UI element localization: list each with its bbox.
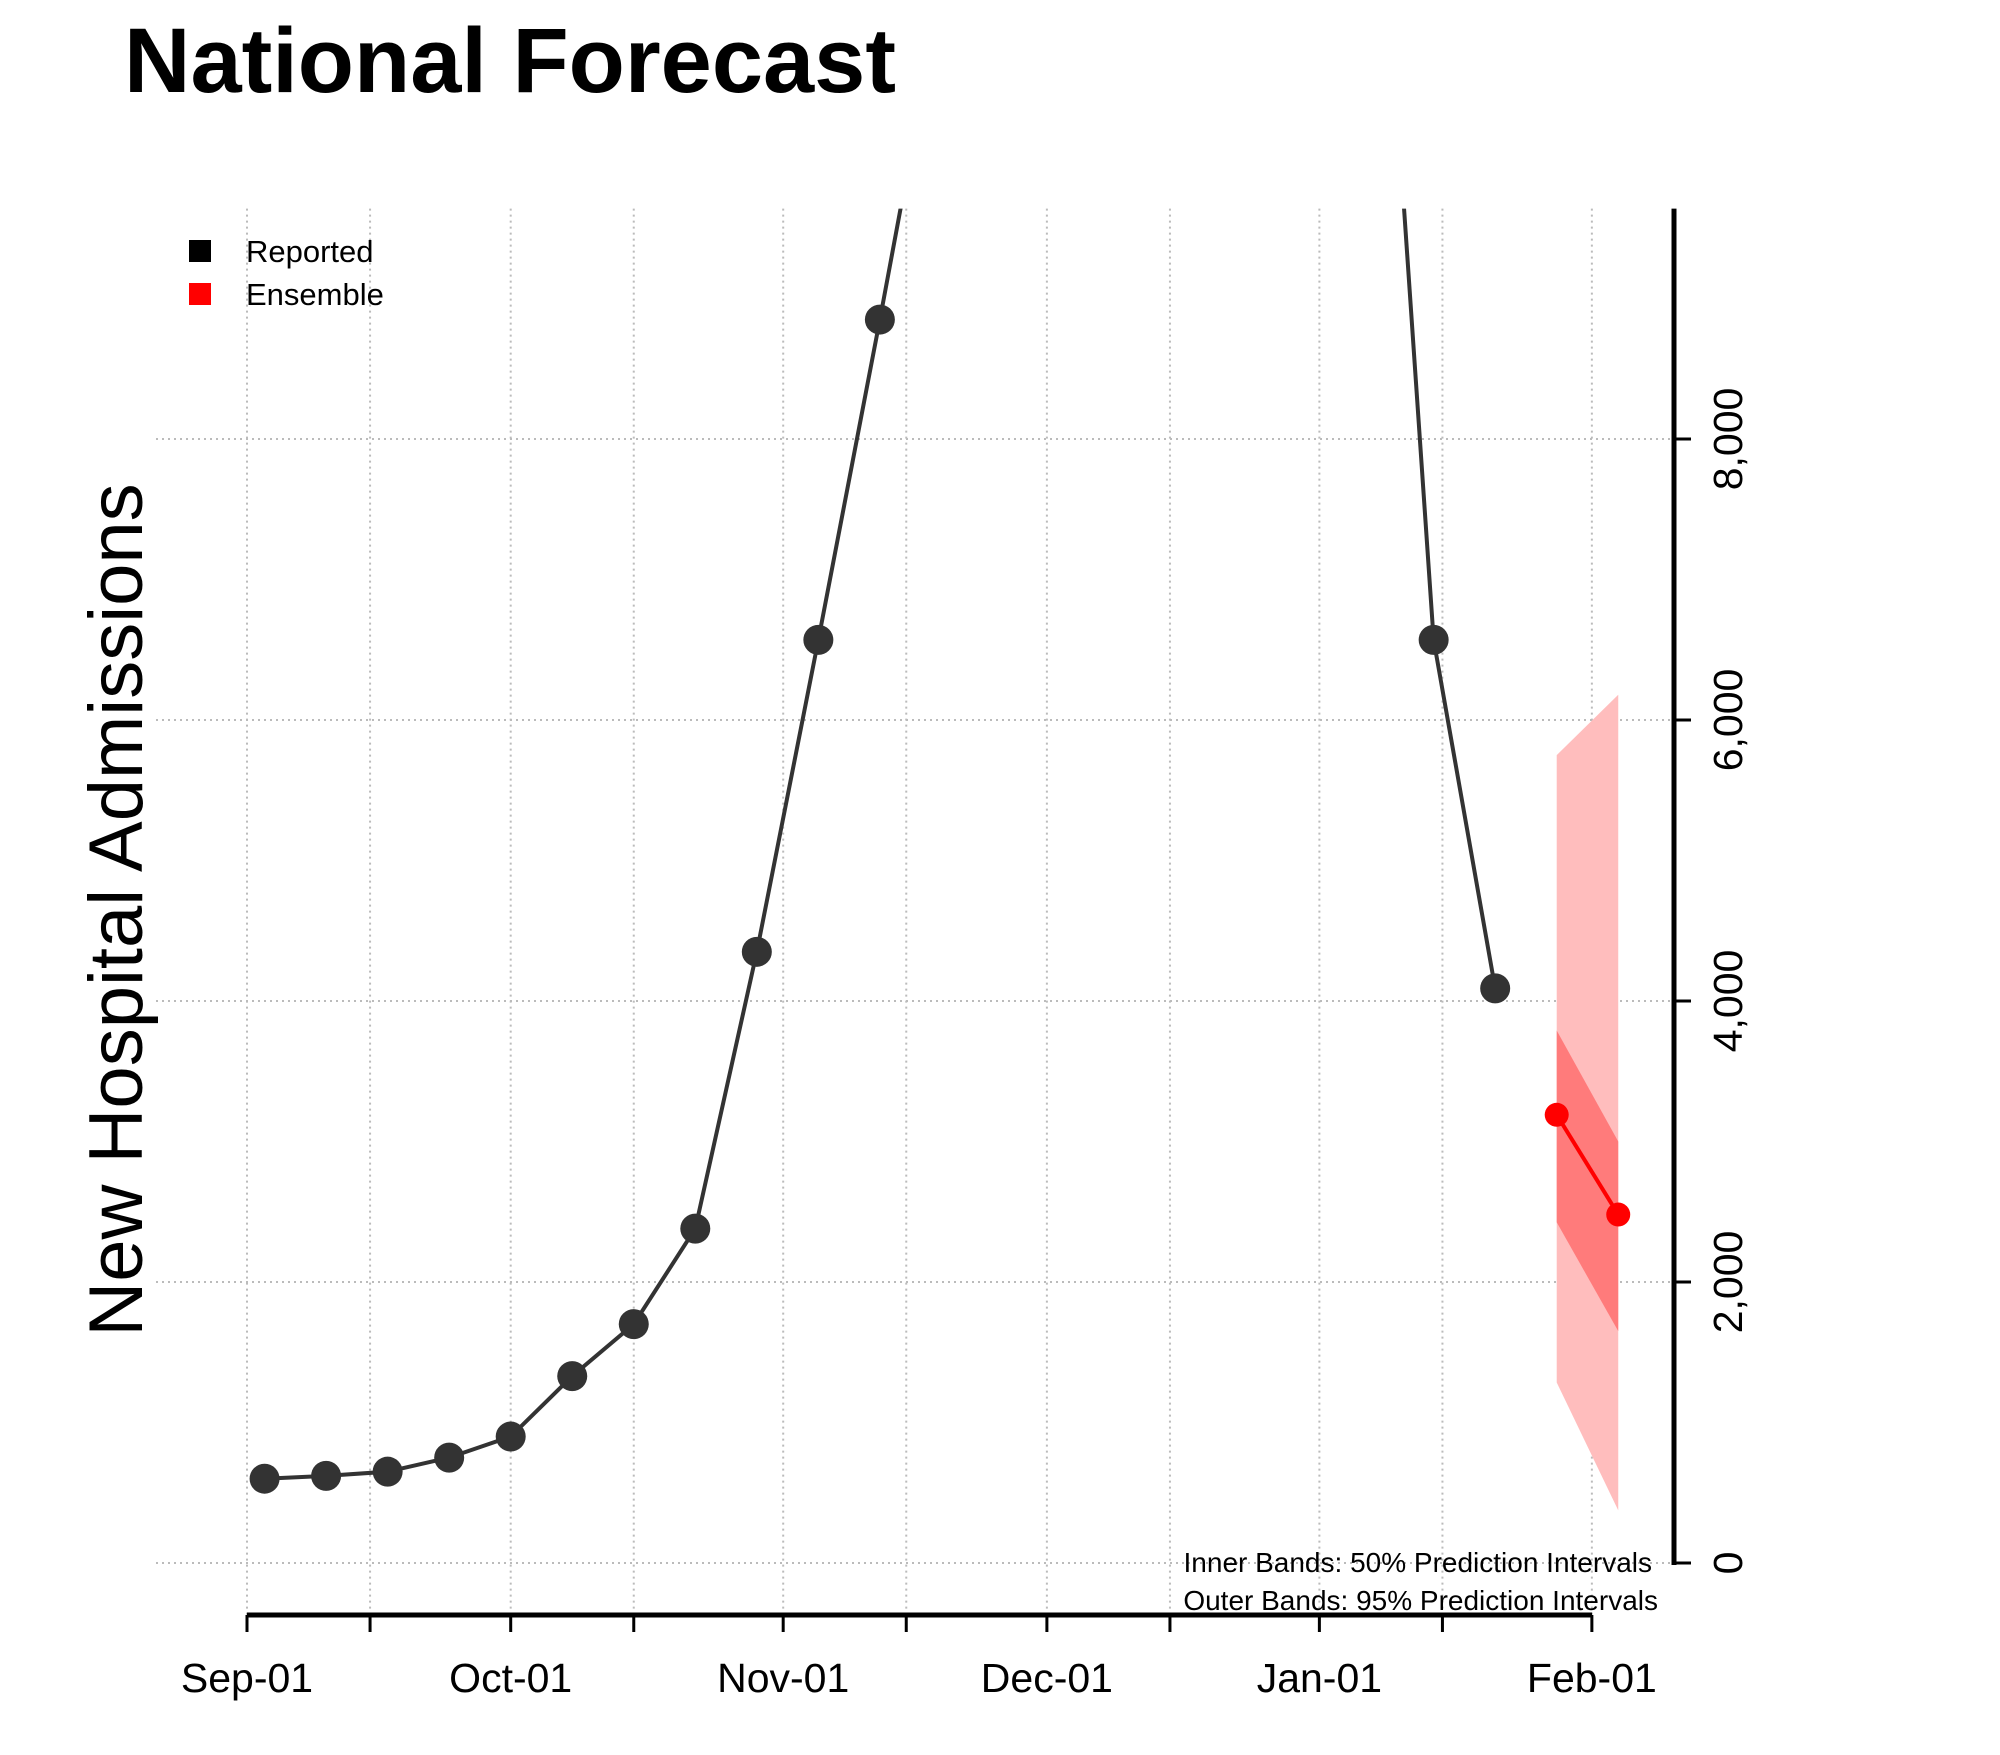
data-point-reported	[1418, 624, 1449, 655]
x-tick-label: Sep-01	[181, 1655, 313, 1701]
y-axis-label: New Hospital Admissions	[74, 483, 159, 1336]
series-line-ensemble	[1555, 1113, 1620, 1216]
band-50-percent	[1556, 1030, 1619, 1332]
legend: Reported Ensemble	[189, 234, 384, 312]
data-point-reported	[557, 1361, 588, 1392]
legend-swatch-ensemble	[189, 283, 211, 305]
data-point-reported	[618, 1309, 649, 1340]
x-tick-label: Oct-01	[449, 1655, 572, 1701]
data-point-reported	[1480, 973, 1511, 1004]
prediction-bands	[1556, 694, 1619, 1511]
x-tick-label: Jan-01	[1257, 1655, 1382, 1701]
x-tick-label: Nov-01	[717, 1655, 849, 1701]
data-point-reported	[249, 1463, 280, 1494]
series-reported	[249, 208, 1511, 1494]
data-point-reported	[864, 304, 895, 335]
series-line-reported	[264, 208, 903, 1481]
data-point-ensemble	[1606, 1202, 1631, 1227]
chart-title: National Forecast	[124, 10, 896, 112]
data-point-reported	[311, 1460, 342, 1491]
data-point-ensemble	[1544, 1102, 1569, 1127]
x-tick-label: Feb-01	[1527, 1655, 1657, 1701]
series-line-reported	[1402, 208, 1498, 989]
y-tick-label: 0	[1705, 1552, 1751, 1575]
data-point-reported	[434, 1442, 465, 1473]
legend-swatch-reported	[189, 240, 211, 262]
y-tick-label: 2,000	[1705, 1231, 1751, 1334]
data-point-reported	[741, 936, 772, 967]
y-tick-label: 4,000	[1705, 950, 1751, 1053]
annotation-outer-bands: Outer Bands: 95% Prediction Intervals	[1183, 1585, 1658, 1616]
y-tick-label: 8,000	[1705, 388, 1751, 491]
data-point-reported	[680, 1213, 711, 1244]
annotation-inner-bands: Inner Bands: 50% Prediction Intervals	[1184, 1547, 1652, 1578]
data-point-reported	[372, 1456, 403, 1487]
axes: Sep-01 Oct-01 Nov-01 Dec-01 Jan-01 Feb-01 0 2,0…	[181, 208, 1751, 1701]
data-point-reported	[495, 1421, 526, 1452]
gridlines	[156, 208, 1674, 1615]
y-tick-label: 6,000	[1705, 669, 1751, 772]
legend-label-reported: Reported	[246, 234, 374, 269]
x-tick-label: Dec-01	[981, 1655, 1113, 1701]
series-ensemble	[1544, 1102, 1631, 1227]
legend-label-ensemble: Ensemble	[246, 277, 384, 312]
series-layer	[249, 208, 1631, 1494]
data-point-reported	[803, 624, 834, 655]
